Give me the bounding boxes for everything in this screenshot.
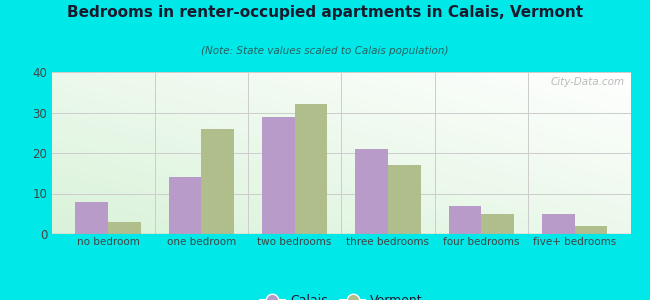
Bar [108,222,140,234]
Bar [75,202,108,234]
Bar [448,206,481,234]
Bar [575,226,607,234]
Text: City-Data.com: City-Data.com [551,77,625,87]
Bar [356,149,388,234]
Bar [168,177,202,234]
Bar [388,165,421,234]
Bar [262,116,294,234]
Bar [481,214,514,234]
Bar [294,104,327,234]
Text: Bedrooms in renter-occupied apartments in Calais, Vermont: Bedrooms in renter-occupied apartments i… [67,4,583,20]
Legend: Calais, Vermont: Calais, Vermont [255,289,428,300]
Bar [542,214,575,234]
Text: (Note: State values scaled to Calais population): (Note: State values scaled to Calais pop… [202,46,448,56]
Bar [202,129,234,234]
